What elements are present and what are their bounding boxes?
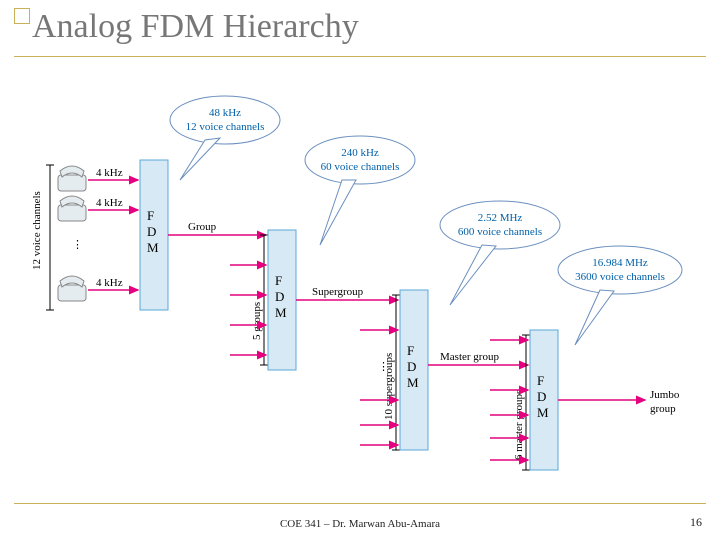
svg-text:D: D <box>407 359 416 374</box>
page-number: 16 <box>690 515 702 530</box>
svg-text:M: M <box>407 375 419 390</box>
phone-icon <box>58 276 86 301</box>
voice-channels-label: 12 voice channels <box>31 191 43 270</box>
callout-bubble: 2.52 MHz 600 voice channels <box>440 201 560 305</box>
svg-text:600 voice channels: 600 voice channels <box>458 226 542 238</box>
stage-2: 5 groups F D M Supergroup <box>230 230 398 370</box>
stage-3: 10 supergroups F D M ⋮ Master group <box>360 290 528 450</box>
phone-icon <box>58 196 86 221</box>
slide-title: Analog FDM Hierarchy <box>32 8 706 46</box>
phone-icon <box>58 166 86 191</box>
stage-4: 6 master groups F D M Jumbo group <box>490 330 680 470</box>
svg-text:D: D <box>275 289 284 304</box>
stage-1: 12 voice channels ⋮ <box>31 160 266 310</box>
svg-text:M: M <box>147 240 159 255</box>
svg-text:F: F <box>407 343 414 358</box>
jumbo-label: Jumbo <box>650 389 680 401</box>
svg-text:D: D <box>147 224 156 239</box>
svg-text:F: F <box>537 373 544 388</box>
svg-text:M: M <box>275 305 287 320</box>
groups5-label: 5 groups <box>251 302 263 340</box>
svg-text:D: D <box>537 389 546 404</box>
callout-bubble: 16.984 MHz 3600 voice channels <box>558 246 682 345</box>
svg-text:3600 voice channels: 3600 voice channels <box>575 271 665 283</box>
master6-label: 6 master groups <box>513 390 525 460</box>
ellipsis: ⋮ <box>72 239 83 251</box>
ellipsis: ⋮ <box>378 361 389 373</box>
khz-label: 4 kHz <box>96 197 123 209</box>
group-label: Group <box>188 221 217 233</box>
footer-text: COE 341 – Dr. Marwan Abu-Amara <box>0 518 720 530</box>
svg-text:F: F <box>275 273 282 288</box>
svg-text:M: M <box>537 405 549 420</box>
callout-bubble: 240 kHz 60 voice channels <box>305 136 415 245</box>
title-bar: Analog FDM Hierarchy <box>14 8 706 46</box>
supergroup-label: Supergroup <box>312 286 364 298</box>
svg-text:16.984 MHz: 16.984 MHz <box>592 257 648 269</box>
callout-bubble: 48 kHz 12 voice channels <box>170 96 280 180</box>
khz-label: 4 kHz <box>96 277 123 289</box>
master-label: Master group <box>440 351 499 363</box>
rule-top <box>14 56 706 57</box>
rule-bottom <box>14 503 706 504</box>
svg-text:48 kHz: 48 kHz <box>209 107 241 119</box>
svg-text:60 voice channels: 60 voice channels <box>321 161 400 173</box>
jumbo-label2: group <box>650 403 676 415</box>
svg-text:F: F <box>147 208 154 223</box>
svg-text:2.52 MHz: 2.52 MHz <box>478 212 523 224</box>
fdm-hierarchy-diagram: 12 voice channels ⋮ <box>30 80 690 480</box>
svg-text:240 kHz: 240 kHz <box>341 147 379 159</box>
svg-text:12 voice channels: 12 voice channels <box>186 121 265 133</box>
khz-label: 4 kHz <box>96 167 123 179</box>
